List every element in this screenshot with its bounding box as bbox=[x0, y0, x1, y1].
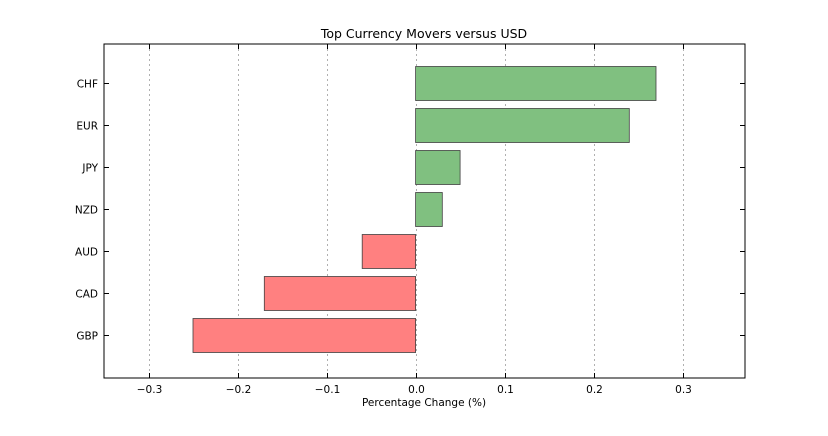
x-axis-label: Percentage Change (%) bbox=[362, 397, 486, 409]
y-tick-label-nzd: NZD bbox=[75, 205, 98, 217]
x-tick-label: −0.2 bbox=[226, 384, 252, 396]
bar-chf bbox=[415, 66, 657, 101]
x-tick-label: 0.0 bbox=[408, 384, 425, 396]
bar-gbp bbox=[192, 318, 417, 353]
y-tick-label-eur: EUR bbox=[76, 121, 98, 133]
bars bbox=[192, 66, 657, 353]
y-tick-label-cad: CAD bbox=[75, 289, 98, 301]
x-tick-label: −0.1 bbox=[315, 384, 341, 396]
y-tick-label-aud: AUD bbox=[75, 247, 98, 259]
y-tick-labels: CHF EUR JPY NZD AUD CAD GBP bbox=[75, 79, 99, 343]
x-tick-labels: −0.3 −0.2 −0.1 0.0 0.1 0.2 0.3 bbox=[137, 384, 692, 396]
x-tick-label: 0.1 bbox=[497, 384, 514, 396]
x-tick-label: −0.3 bbox=[137, 384, 163, 396]
bar-aud bbox=[361, 234, 417, 269]
x-tick-label: 0.2 bbox=[586, 384, 603, 396]
x-tick-label: 0.3 bbox=[675, 384, 692, 396]
y-tick-label-chf: CHF bbox=[77, 79, 98, 91]
plot-area-frame bbox=[103, 43, 746, 379]
chart-title: Top Currency Movers versus USD bbox=[320, 26, 527, 41]
y-tick-label-jpy: JPY bbox=[81, 163, 98, 175]
bar-eur bbox=[415, 108, 630, 143]
bar-jpy bbox=[415, 150, 461, 185]
axis-ticks bbox=[104, 44, 745, 378]
bar-nzd bbox=[415, 192, 443, 227]
y-tick-label-gbp: GBP bbox=[76, 331, 98, 343]
bar-cad bbox=[263, 276, 416, 311]
